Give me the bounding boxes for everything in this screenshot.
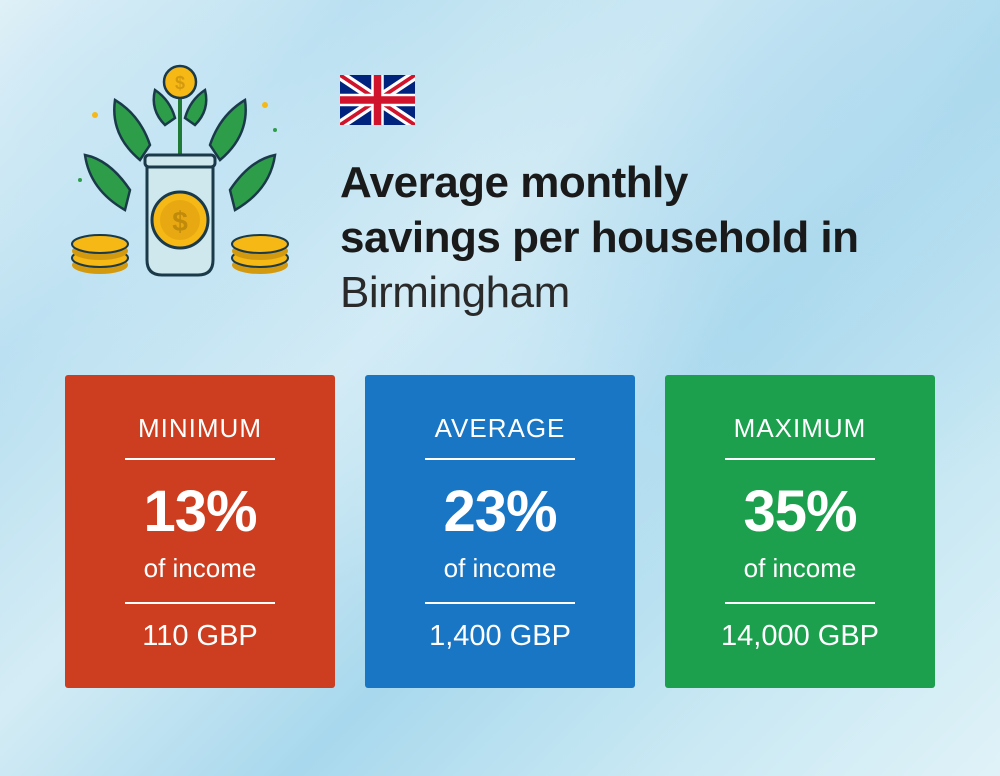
page-title: Average monthly savings per household in…	[340, 155, 935, 320]
card-percent: 13%	[90, 478, 310, 545]
sparkle-icon	[78, 178, 82, 182]
svg-text:$: $	[172, 206, 188, 237]
card-maximum: MAXIMUM 35% of income 14,000 GBP	[665, 375, 935, 688]
divider-icon	[725, 602, 875, 604]
card-percent: 23%	[390, 478, 610, 545]
card-subtext: of income	[90, 553, 310, 584]
divider-icon	[125, 602, 275, 604]
card-subtext: of income	[690, 553, 910, 584]
sparkle-icon	[273, 128, 277, 132]
header-row: $ $	[65, 60, 935, 320]
card-label: AVERAGE	[390, 413, 610, 444]
title-area: Average monthly savings per household in…	[340, 60, 935, 320]
sparkle-icon	[92, 112, 98, 118]
title-line-2: savings per household in	[340, 213, 859, 262]
card-amount: 14,000 GBP	[690, 620, 910, 653]
uk-flag-icon	[340, 75, 415, 125]
sparkle-icon	[262, 102, 268, 108]
card-percent: 35%	[690, 478, 910, 545]
card-subtext: of income	[390, 553, 610, 584]
cards-row: MINIMUM 13% of income 110 GBP AVERAGE 23…	[65, 375, 935, 688]
card-minimum: MINIMUM 13% of income 110 GBP	[65, 375, 335, 688]
jar-icon: $	[145, 155, 215, 275]
card-amount: 1,400 GBP	[390, 620, 610, 653]
divider-icon	[125, 458, 275, 460]
divider-icon	[425, 458, 575, 460]
svg-text:$: $	[175, 73, 185, 93]
title-city: Birmingham	[340, 268, 570, 317]
title-line-1: Average monthly	[340, 158, 688, 207]
infographic-container: $ $	[0, 0, 1000, 776]
divider-icon	[425, 602, 575, 604]
divider-icon	[725, 458, 875, 460]
card-label: MAXIMUM	[690, 413, 910, 444]
card-label: MINIMUM	[90, 413, 310, 444]
card-average: AVERAGE 23% of income 1,400 GBP	[365, 375, 635, 688]
card-amount: 110 GBP	[90, 620, 310, 653]
savings-jar-illustration: $ $	[65, 60, 295, 290]
